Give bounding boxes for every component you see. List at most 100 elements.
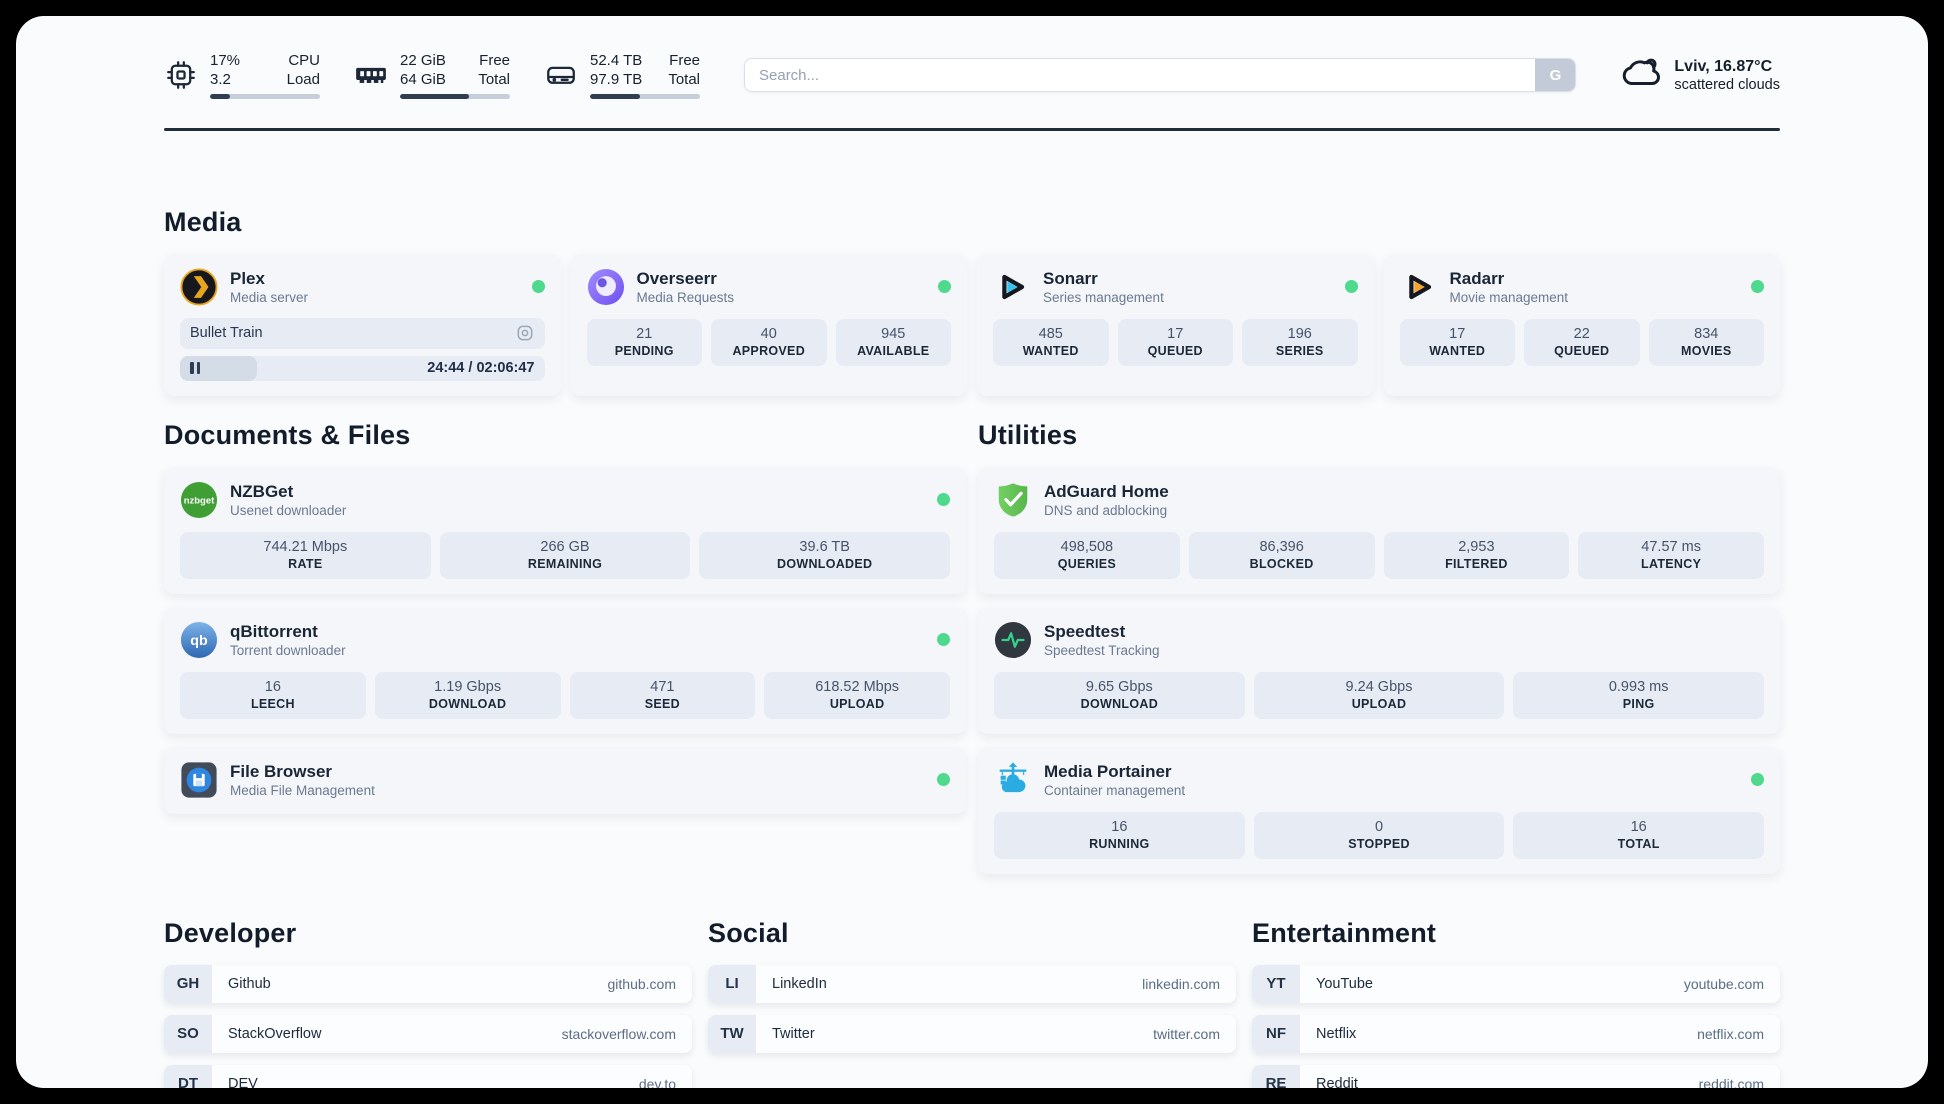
bookmark-url: linkedin.com [1142,975,1220,992]
app-card-file-browser[interactable]: File Browser Media File Management [164,746,966,814]
app-name: Sonarr [1043,269,1098,288]
stat-tile-download: 1.19 Gbps DOWNLOAD [374,671,561,719]
live-photo-icon[interactable] [515,323,535,343]
stat-tile-value: 17 [1167,325,1184,342]
header-divider [164,128,1780,131]
app-subtitle: Usenet downloader [230,503,347,518]
stat-tile-blocked: 86,396 BLOCKED [1188,531,1375,579]
weather-widget: Lviv, 16.87°C scattered clouds [1620,52,1780,99]
stat-label: Free [479,52,510,69]
bookmark-groups: Developer GH Github github.com SO StackOverfl… [164,917,1780,1089]
sonarr-icon [993,268,1031,306]
app-card-plex[interactable]: Plex Media server Bullet Train 24:44 / 02:0… [164,253,561,396]
top-bar: 17% 3.2 CPU Load 22 GiB 64 GiB Free Total 52.4 T… [164,46,1780,104]
status-dot-online [937,493,950,506]
app-card-qbittorrent[interactable]: qb qBittorrent Torrent downloader 16 LEECH 1.… [164,606,966,734]
stat-progress-fill [400,94,470,99]
app-card-radarr[interactable]: Radarr Movie management 17 WANTED 22 QUEUED 83… [1383,253,1780,396]
section-title-developer: Developer [164,917,297,948]
stat-tile-label: SEED [644,696,680,711]
app-name: NZBGet [230,482,294,501]
section-title-social: Social [708,917,789,948]
stat-progress-track [400,94,510,99]
bookmark-github[interactable]: GH Github github.com [164,964,692,1003]
bookmark-abbr: RE [1252,1064,1300,1088]
stat-tile-value: 744.21 Mbps [263,538,348,555]
weather-location-temp: Lviv, 16.87°C [1674,57,1773,75]
stat-tile-value: 21 [636,325,653,342]
stat-tile-value: 945 [881,325,906,342]
app-subtitle: Movie management [1449,290,1569,305]
stat-values: 22 GiB 64 GiB [400,51,446,89]
bookmark-reddit[interactable]: RE Reddit reddit.com [1252,1064,1780,1089]
bookmark-url: github.com [607,975,676,992]
stat-values: 17% 3.2 [210,51,240,89]
app-card-overseerr[interactable]: Overseerr Media Requests 21 PENDING 40 APPROV… [570,253,967,396]
stat-tile-remaining: 266 GB REMAINING [439,531,691,579]
section-title-documents-files: Documents & Files [164,419,411,450]
search-box: G [744,58,1577,92]
bookmark-abbr: TW [708,1014,756,1053]
bookmark-name: StackOverflow [228,1025,322,1042]
stat-tile-value: 834 [1694,325,1719,342]
app-card-adguard-home[interactable]: AdGuard Home DNS and adblocking 498,508 QUE… [978,466,1780,594]
adguard-icon [994,481,1032,519]
bookmark-abbr: LI [708,964,756,1003]
stat-tile-download: 9.65 Gbps DOWNLOAD [994,671,1245,719]
stat-progress-fill [210,94,230,99]
stat-progress-track [590,94,700,99]
stat-tile-stopped: 0 STOPPED [1253,811,1505,859]
app-card-nzbget[interactable]: nzbget NZBGet Usenet downloader 744.21 Mbps… [164,466,966,594]
app-name: File Browser [230,762,333,781]
stat-value: 22 GiB [400,52,446,69]
system-stat-ram: 22 GiB 64 GiB Free Total [354,51,510,99]
stat-value: 52.4 TB [590,52,643,69]
bookmark-abbr: SO [164,1014,212,1053]
bookmark-linkedin[interactable]: LI LinkedIn linkedin.com [708,964,1236,1003]
bookmark-name: DEV [228,1075,258,1089]
app-card-speedtest[interactable]: Speedtest Speedtest Tracking 9.65 Gbps DOWN… [978,606,1780,734]
stat-tile-label: REMAINING [527,556,603,571]
search-input[interactable] [744,58,1577,92]
stat-tile-label: QUERIES [1057,556,1117,571]
stat-tile-label: UPLOAD [829,696,885,711]
stat-labels: Free Total [478,51,510,89]
ram-icon [354,58,388,92]
app-name: Plex [230,269,265,288]
bookmark-group-social: Social LI LinkedIn linkedin.com TW Twitter twi… [708,918,1236,1065]
status-dot-online [1344,280,1358,293]
app-subtitle: DNS and adblocking [1044,503,1168,518]
stat-tile-label: LEECH [250,696,295,711]
status-dot-online [937,633,950,646]
stat-tiles: 744.21 Mbps RATE 266 GB REMAINING 39.6 TB DOW… [180,531,951,579]
section-title-entertainment: Entertainment [1252,917,1437,948]
stat-tile-label: LATENCY [1641,556,1702,571]
bookmark-stackoverflow[interactable]: SO StackOverflow stackoverflow.com [164,1014,692,1053]
stat-tile-value: 485 [1038,325,1063,342]
stat-tiles: 16 RUNNING 0 STOPPED 16 TOTAL [994,811,1765,859]
stat-tile-value: 16 [1630,818,1647,835]
bookmark-group-entertainment: Entertainment YT YouTube youtube.com NF Netfl… [1252,917,1780,1089]
stat-tile-label: PING [1622,696,1655,711]
pause-icon[interactable] [190,362,200,374]
stat-tile-value: 39.6 TB [799,538,850,555]
bookmark-name: LinkedIn [772,975,827,992]
app-card-media-portainer[interactable]: Media Portainer Container management 16 RUN… [978,746,1780,874]
stat-tile-value: 22 [1573,325,1590,342]
bookmark-netflix[interactable]: NF Netflix netflix.com [1252,1014,1780,1053]
app-card-sonarr[interactable]: Sonarr Series management 485 WANTED 17 QUEUED… [977,253,1374,396]
bookmark-name: Reddit [1316,1075,1358,1089]
stat-value: 3.2 [210,71,231,88]
search-engine-button[interactable]: G [1535,59,1576,91]
app-name: Speedtest [1044,622,1126,641]
stat-tiles: 21 PENDING 40 APPROVED 945 AVAILABLE [586,318,951,366]
stat-tile-label: UPLOAD [1351,696,1407,711]
status-dot-online [1751,280,1764,293]
bookmark-youtube[interactable]: YT YouTube youtube.com [1252,964,1780,1003]
stat-tile-value: 40 [760,325,777,342]
bookmark-dev[interactable]: DT DEV dev.to [164,1064,692,1089]
bookmark-twitter[interactable]: TW Twitter twitter.com [708,1014,1236,1053]
stat-value: 97.9 TB [590,71,643,88]
stat-tile-value: 266 GB [540,538,590,555]
plex-icon [180,267,218,306]
